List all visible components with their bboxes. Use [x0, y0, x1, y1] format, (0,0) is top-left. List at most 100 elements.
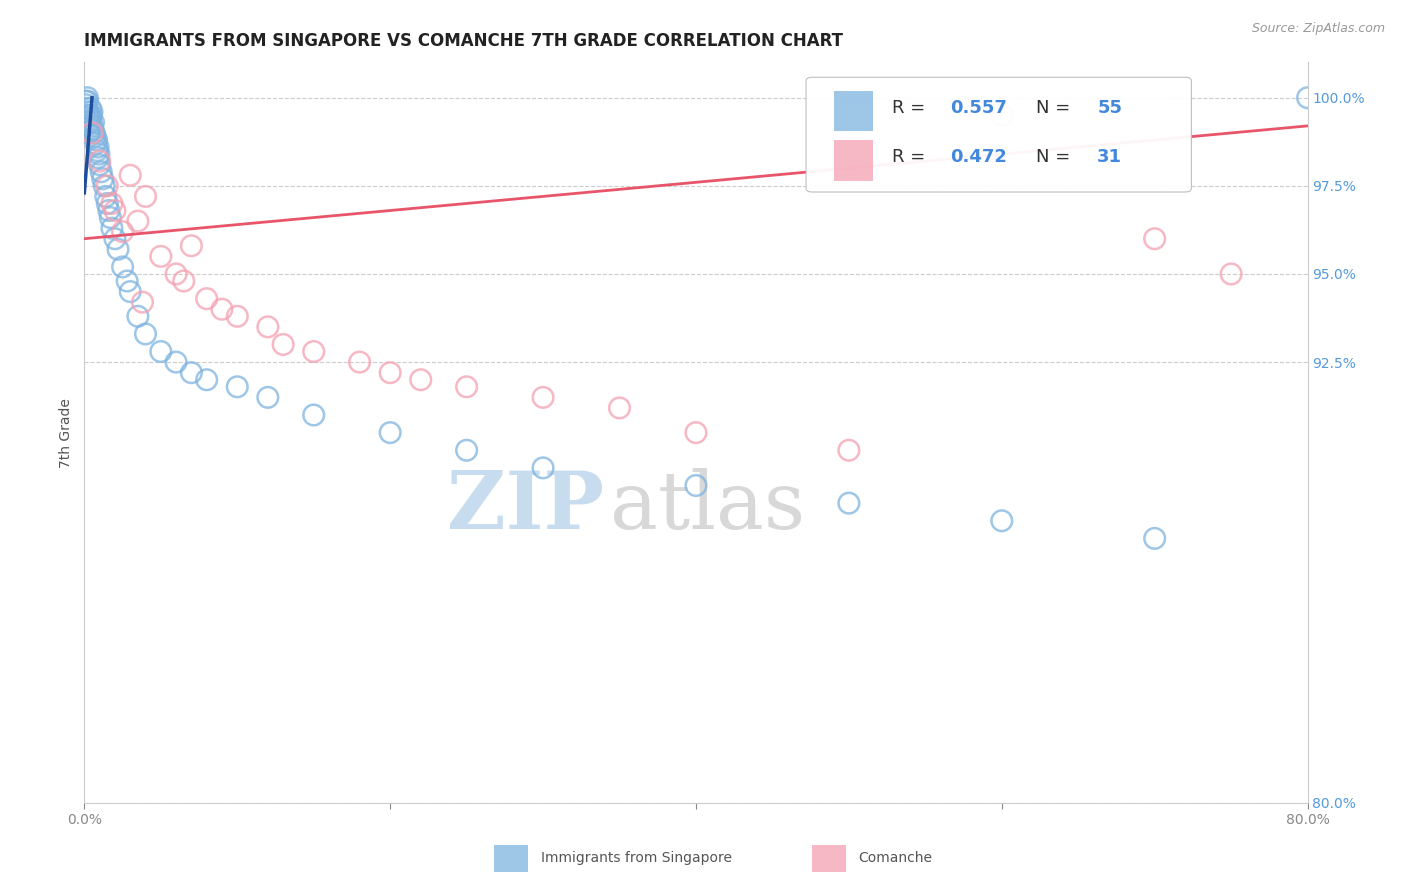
Bar	[494, 845, 529, 871]
Point	[79, 101, 101, 115]
Text: Comanche: Comanche	[859, 851, 932, 865]
Point	[107, 242, 129, 256]
Point	[101, 221, 124, 235]
Bar	[834, 91, 873, 131]
Point	[77, 126, 100, 140]
Point	[84, 129, 107, 144]
Point	[838, 496, 860, 510]
Point	[83, 115, 105, 129]
Point	[409, 373, 432, 387]
Point	[226, 380, 249, 394]
Point	[86, 144, 108, 158]
Point	[180, 366, 202, 380]
Point	[87, 147, 110, 161]
Point	[127, 214, 149, 228]
Bar	[834, 140, 873, 181]
Point	[84, 136, 107, 151]
Point	[1143, 532, 1166, 546]
Point	[87, 140, 110, 154]
Point	[991, 108, 1014, 122]
Point	[87, 151, 110, 165]
Text: R =: R =	[891, 147, 931, 166]
Point	[79, 112, 101, 126]
Point	[93, 178, 115, 193]
Point	[609, 401, 631, 415]
Point	[75, 94, 97, 108]
Point	[79, 115, 101, 129]
Point	[80, 104, 103, 119]
Text: 55: 55	[1097, 99, 1122, 118]
Point	[115, 274, 138, 288]
Point	[120, 285, 142, 299]
Point	[101, 196, 124, 211]
Point	[456, 443, 478, 458]
Text: atlas: atlas	[610, 467, 806, 546]
Point	[271, 337, 294, 351]
Text: N =: N =	[1036, 99, 1076, 118]
Point	[96, 178, 118, 193]
Point	[111, 225, 134, 239]
Point	[83, 126, 105, 140]
Point	[380, 425, 402, 440]
Point	[77, 104, 100, 119]
Point	[104, 232, 127, 246]
Point	[97, 203, 120, 218]
Point	[149, 249, 172, 263]
Text: IMMIGRANTS FROM SINGAPORE VS COMANCHE 7TH GRADE CORRELATION CHART: IMMIGRANTS FROM SINGAPORE VS COMANCHE 7T…	[84, 32, 844, 50]
Point	[173, 274, 195, 288]
Point	[195, 373, 218, 387]
Point	[96, 196, 118, 211]
Point	[76, 101, 98, 115]
Point	[80, 126, 103, 140]
Point	[1296, 91, 1319, 105]
Y-axis label: 7th Grade: 7th Grade	[59, 398, 73, 467]
Point	[104, 203, 127, 218]
Point	[380, 366, 402, 380]
Point	[456, 380, 478, 394]
Point	[165, 355, 187, 369]
Point	[302, 344, 325, 359]
Point	[257, 390, 280, 404]
Text: Immigrants from Singapore: Immigrants from Singapore	[541, 851, 731, 865]
Point	[91, 171, 114, 186]
Point	[838, 443, 860, 458]
Point	[131, 295, 153, 310]
Point	[94, 189, 117, 203]
Point	[685, 425, 707, 440]
Point	[226, 310, 249, 324]
Point	[120, 168, 142, 182]
Point	[349, 355, 371, 369]
Text: N =: N =	[1036, 147, 1076, 166]
Point	[531, 390, 554, 404]
Point	[135, 189, 157, 203]
Point	[98, 211, 121, 225]
Point	[1143, 232, 1166, 246]
Point	[76, 91, 98, 105]
Text: 0.557: 0.557	[950, 99, 1007, 118]
Point	[685, 478, 707, 492]
Text: R =: R =	[891, 99, 931, 118]
FancyBboxPatch shape	[806, 78, 1191, 192]
Point	[302, 408, 325, 422]
Point	[76, 94, 98, 108]
Point	[77, 108, 100, 122]
Point	[180, 239, 202, 253]
Text: 31: 31	[1097, 147, 1122, 166]
Point	[80, 108, 103, 122]
Point	[111, 260, 134, 274]
Point	[1220, 267, 1243, 281]
Point	[211, 302, 233, 317]
Text: 0.472: 0.472	[950, 147, 1007, 166]
Text: Source: ZipAtlas.com: Source: ZipAtlas.com	[1251, 22, 1385, 36]
Point	[195, 292, 218, 306]
Point	[149, 344, 172, 359]
Point	[135, 326, 157, 341]
Point	[89, 158, 111, 172]
Point	[89, 154, 111, 169]
Point	[90, 165, 112, 179]
Point	[257, 319, 280, 334]
Point	[127, 310, 149, 324]
Point	[80, 119, 103, 133]
Point	[531, 461, 554, 475]
Point	[75, 97, 97, 112]
